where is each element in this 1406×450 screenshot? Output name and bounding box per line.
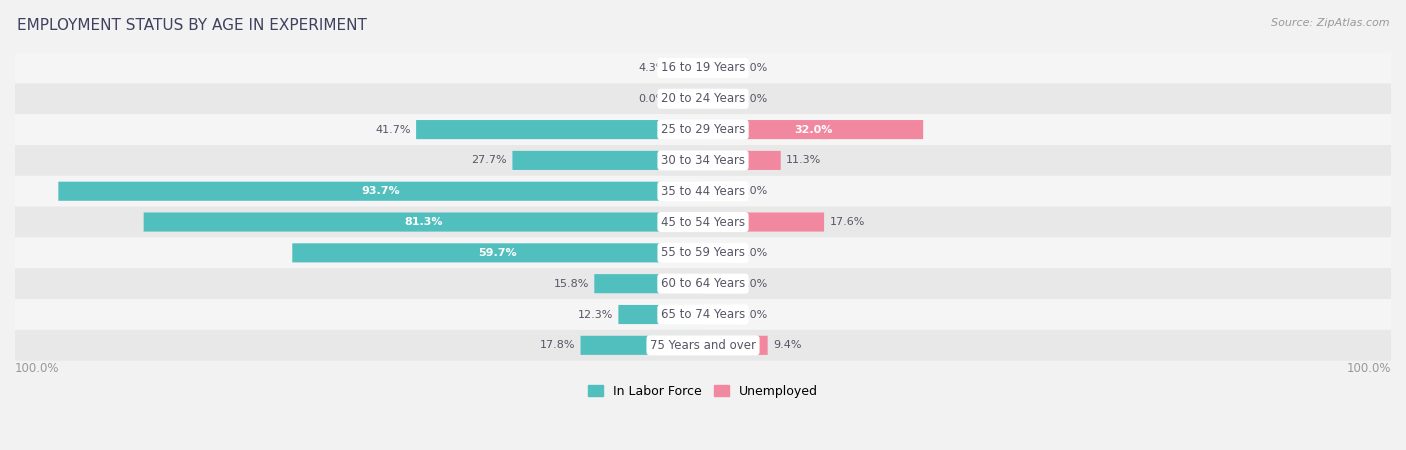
FancyBboxPatch shape [15, 114, 1391, 145]
Text: 25 to 29 Years: 25 to 29 Years [661, 123, 745, 136]
Text: 20 to 24 Years: 20 to 24 Years [661, 92, 745, 105]
Text: 12.3%: 12.3% [578, 310, 613, 320]
FancyBboxPatch shape [703, 89, 734, 108]
FancyBboxPatch shape [703, 243, 734, 262]
Text: 35 to 44 Years: 35 to 44 Years [661, 185, 745, 198]
FancyBboxPatch shape [703, 336, 768, 355]
Text: 11.3%: 11.3% [786, 155, 821, 166]
FancyBboxPatch shape [15, 330, 1391, 361]
FancyBboxPatch shape [15, 207, 1391, 238]
FancyBboxPatch shape [15, 238, 1391, 268]
FancyBboxPatch shape [512, 151, 703, 170]
Text: 0.0%: 0.0% [740, 94, 768, 104]
Text: 41.7%: 41.7% [375, 125, 411, 135]
Legend: In Labor Force, Unemployed: In Labor Force, Unemployed [583, 380, 823, 403]
Text: 0.0%: 0.0% [740, 279, 768, 289]
Text: 4.3%: 4.3% [638, 63, 666, 73]
FancyBboxPatch shape [703, 58, 734, 77]
FancyBboxPatch shape [703, 120, 924, 139]
Text: 27.7%: 27.7% [471, 155, 508, 166]
FancyBboxPatch shape [703, 151, 780, 170]
FancyBboxPatch shape [15, 176, 1391, 207]
FancyBboxPatch shape [15, 268, 1391, 299]
Text: 32.0%: 32.0% [794, 125, 832, 135]
Text: 81.3%: 81.3% [404, 217, 443, 227]
Text: 17.6%: 17.6% [830, 217, 865, 227]
FancyBboxPatch shape [15, 299, 1391, 330]
Text: 45 to 54 Years: 45 to 54 Years [661, 216, 745, 229]
Text: 17.8%: 17.8% [540, 340, 575, 350]
Text: Source: ZipAtlas.com: Source: ZipAtlas.com [1271, 18, 1389, 28]
Text: 9.4%: 9.4% [773, 340, 801, 350]
FancyBboxPatch shape [15, 53, 1391, 83]
FancyBboxPatch shape [672, 89, 703, 108]
Text: 100.0%: 100.0% [15, 362, 59, 375]
FancyBboxPatch shape [581, 336, 703, 355]
FancyBboxPatch shape [672, 58, 703, 77]
FancyBboxPatch shape [15, 145, 1391, 176]
Text: 93.7%: 93.7% [361, 186, 399, 196]
Text: 0.0%: 0.0% [638, 94, 666, 104]
FancyBboxPatch shape [703, 182, 734, 201]
FancyBboxPatch shape [143, 212, 703, 232]
Text: 0.0%: 0.0% [740, 63, 768, 73]
FancyBboxPatch shape [58, 182, 703, 201]
FancyBboxPatch shape [292, 243, 703, 262]
Text: 0.0%: 0.0% [740, 186, 768, 196]
Text: 30 to 34 Years: 30 to 34 Years [661, 154, 745, 167]
Text: 75 Years and over: 75 Years and over [650, 339, 756, 352]
FancyBboxPatch shape [416, 120, 703, 139]
FancyBboxPatch shape [703, 305, 734, 324]
Text: 16 to 19 Years: 16 to 19 Years [661, 62, 745, 74]
FancyBboxPatch shape [703, 274, 734, 293]
Text: EMPLOYMENT STATUS BY AGE IN EXPERIMENT: EMPLOYMENT STATUS BY AGE IN EXPERIMENT [17, 18, 367, 33]
Text: 65 to 74 Years: 65 to 74 Years [661, 308, 745, 321]
FancyBboxPatch shape [15, 83, 1391, 114]
Text: 55 to 59 Years: 55 to 59 Years [661, 246, 745, 259]
Text: 0.0%: 0.0% [740, 310, 768, 320]
Text: 59.7%: 59.7% [478, 248, 517, 258]
Text: 100.0%: 100.0% [1347, 362, 1391, 375]
Text: 60 to 64 Years: 60 to 64 Years [661, 277, 745, 290]
Text: 15.8%: 15.8% [554, 279, 589, 289]
Text: 0.0%: 0.0% [740, 248, 768, 258]
FancyBboxPatch shape [703, 212, 824, 232]
FancyBboxPatch shape [595, 274, 703, 293]
FancyBboxPatch shape [619, 305, 703, 324]
